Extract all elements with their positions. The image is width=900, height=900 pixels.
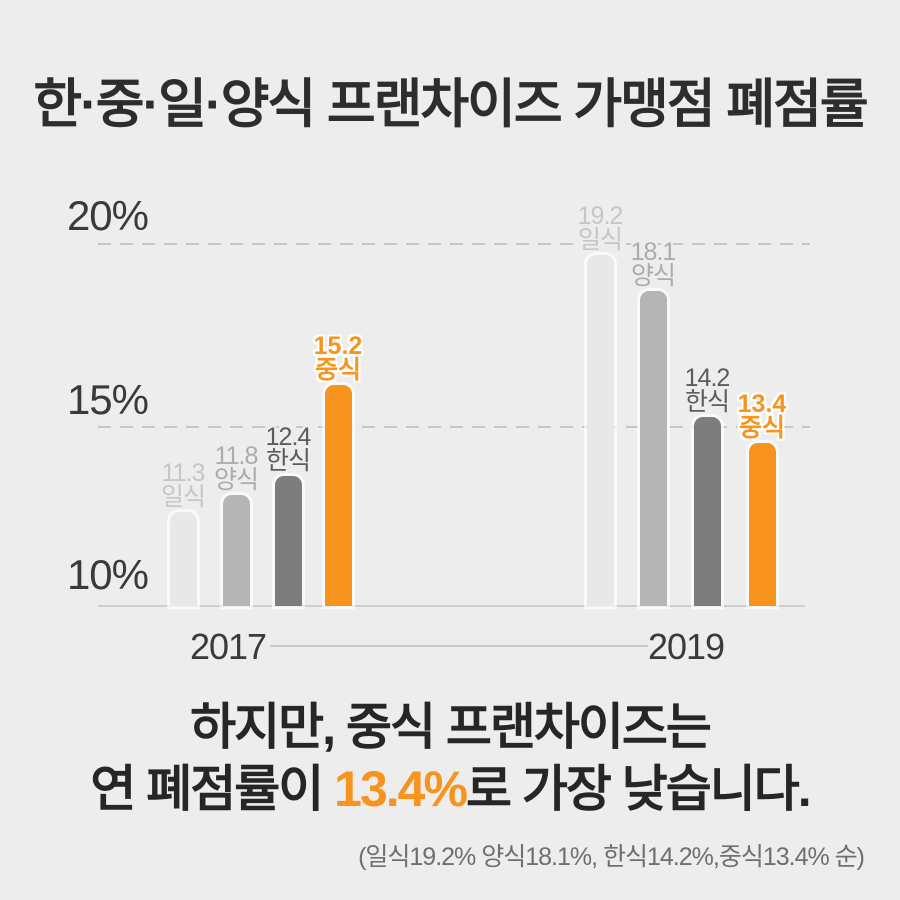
gridline-20	[98, 243, 810, 245]
x-axis-label-2017: 2017	[189, 626, 267, 667]
bar-label: 18.1 양식	[583, 238, 723, 290]
bar-value: 15.2	[313, 332, 363, 360]
bar-2017-중식	[324, 385, 352, 606]
bar-value: 19.2	[577, 202, 624, 230]
bar-label: 13.4 중식	[692, 390, 832, 442]
bar-2017-양식	[222, 495, 250, 606]
x-axis-label-2019: 2019	[647, 626, 725, 667]
bar-value: 14.2	[684, 364, 731, 392]
caption-line-1: 하지만, 중식 프랜차이즈는	[190, 699, 712, 755]
bar-2019-일식	[586, 255, 614, 606]
bar-value: 11.8	[214, 442, 259, 470]
bar-label: 14.2 한식	[637, 364, 777, 416]
bar-category: 일식	[577, 226, 623, 254]
caption-highlight-value: 13.4%	[334, 761, 468, 817]
bar-2019-양식	[639, 291, 667, 606]
bar-value: 13.4	[737, 390, 787, 418]
footnote: (일식19.2% 양식18.1%, 한식14.2%,중식13.4% 순)	[358, 843, 865, 871]
bar-category: 한식	[684, 388, 730, 416]
bar-value: 12.4	[265, 423, 312, 451]
bar-2017-일식	[169, 512, 197, 606]
y-axis-tick-10: 10%	[66, 551, 149, 598]
bar-2017-한식	[274, 476, 302, 606]
bar-category: 중식	[738, 414, 785, 442]
bar-2019-중식	[748, 443, 776, 606]
bar-category: 일식	[160, 483, 206, 511]
y-axis-tick-15: 15%	[66, 376, 149, 423]
bar-label: 11.8 양식	[166, 442, 306, 494]
bar-category: 양식	[213, 466, 259, 494]
year-connector-line	[270, 645, 648, 647]
caption-line-2-suffix: 로 가장 낮습니다.	[465, 761, 812, 817]
bar-2019-한식	[693, 417, 721, 606]
bar-value: 11.3	[161, 459, 206, 487]
bar-value: 18.1	[630, 238, 677, 266]
bar-category: 양식	[630, 262, 676, 290]
page-title: 한·중·일·양식 프랜차이즈 가맹점 폐점률	[33, 74, 868, 134]
bar-label: 15.2 중식	[268, 332, 408, 384]
caption-line-2: 연 폐점률이 13.4%로 가장 낮습니다.	[0, 760, 900, 818]
gridline-15	[98, 426, 810, 428]
bar-category: 한식	[265, 447, 311, 475]
bar-category: 중식	[314, 356, 361, 384]
bar-label: 12.4 한식	[218, 423, 358, 475]
x-axis-line	[98, 605, 805, 607]
caption-line-2-prefix: 연 폐점률이	[90, 761, 335, 817]
bar-label: 19.2 일식	[530, 202, 670, 254]
y-axis-tick-20: 20%	[66, 192, 149, 239]
bar-label: 11.3 일식	[113, 459, 253, 511]
